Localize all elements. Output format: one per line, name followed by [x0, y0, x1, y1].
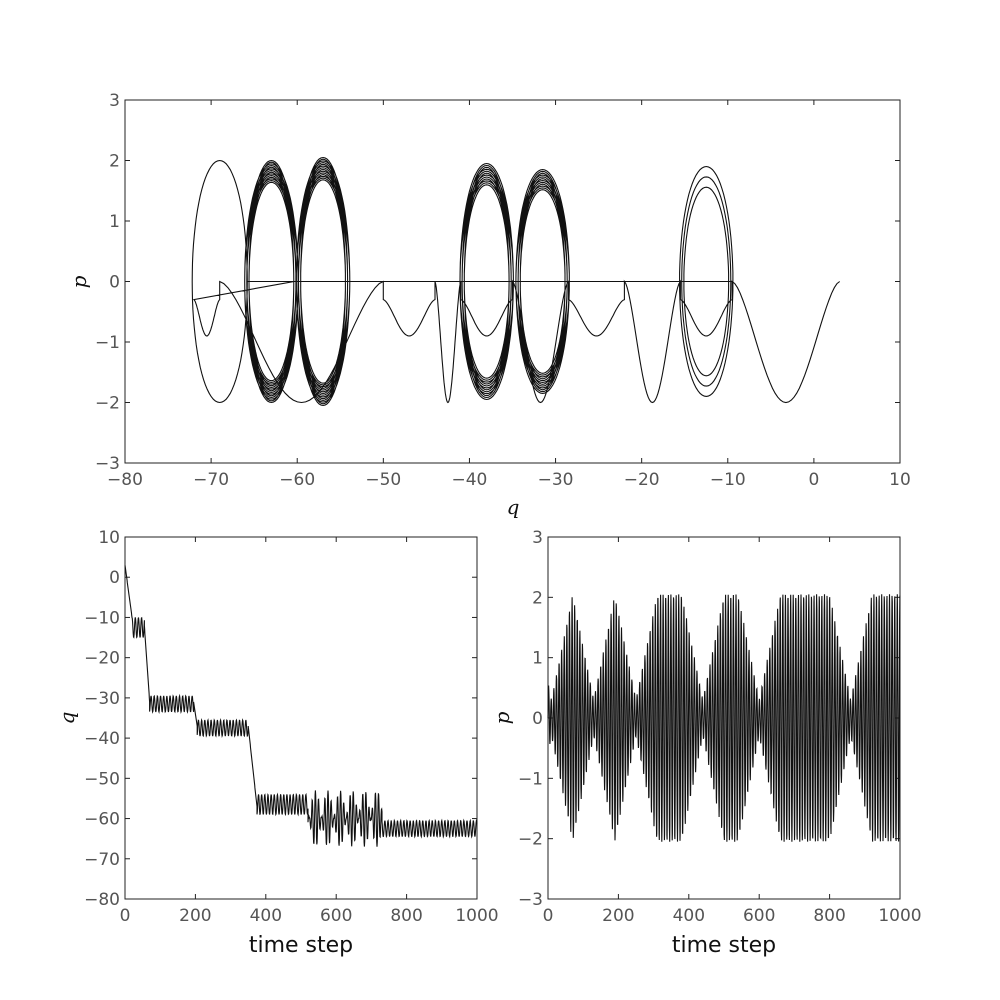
- x-tick-label: −60: [279, 470, 315, 490]
- x-tick-label: 1000: [455, 906, 498, 926]
- y-tick-label: −40: [84, 729, 120, 749]
- y-tick-label: 3: [532, 528, 543, 548]
- x-tick-label: 600: [320, 906, 352, 926]
- x-axis-label: time step: [249, 933, 353, 958]
- y-axis-label: p: [67, 275, 91, 288]
- x-ticks: 0 200 400 600 800 1000: [120, 537, 499, 926]
- y-tick-label: −20: [84, 649, 120, 669]
- y-axis-label: q: [55, 712, 79, 725]
- p-time-series-line: [547, 594, 901, 842]
- x-tick-label: 400: [673, 906, 705, 926]
- y-tick-label: −1: [95, 333, 120, 353]
- x-tick-label: 400: [250, 906, 282, 926]
- y-ticks: −3 −2 −1 0 1 2 3: [95, 91, 900, 474]
- x-tick-label: 0: [543, 906, 554, 926]
- x-tick-label: 200: [602, 906, 634, 926]
- y-tick-label: −50: [84, 769, 120, 789]
- y-tick-label: 2: [532, 588, 543, 608]
- y-tick-label: −10: [84, 608, 120, 628]
- x-axis-label: q: [507, 495, 520, 519]
- y-tick-label: −30: [84, 689, 120, 709]
- x-tick-label: −40: [451, 470, 487, 490]
- x-ticks: −80 −70 −60 −50 −40 −30 −20 −10 0 10: [107, 100, 911, 490]
- phase-trajectory-line: [191, 156, 841, 407]
- y-tick-label: −80: [84, 890, 120, 910]
- y-tick-label: −3: [518, 890, 543, 910]
- x-tick-label: −30: [538, 470, 574, 490]
- plot-frame: [124, 536, 478, 900]
- y-tick-label: −2: [95, 394, 120, 414]
- y-tick-label: 0: [109, 273, 120, 293]
- y-tick-label: 3: [109, 91, 120, 111]
- y-tick-label: −70: [84, 850, 120, 870]
- y-tick-label: 2: [109, 152, 120, 172]
- x-tick-label: −80: [107, 470, 143, 490]
- y-tick-label: −3: [95, 454, 120, 474]
- x-tick-label: 10: [889, 470, 911, 490]
- y-tick-label: −60: [84, 810, 120, 830]
- x-tick-label: 200: [179, 906, 211, 926]
- y-tick-label: 10: [98, 528, 120, 548]
- y-tick-label: 0: [109, 568, 120, 588]
- x-tick-label: 0: [808, 470, 819, 490]
- x-ticks: 0 200 400 600 800 1000: [543, 537, 922, 926]
- y-tick-label: −2: [518, 830, 543, 850]
- q-time-series-line: [124, 565, 478, 847]
- q-vs-time-plot: 0 200 400 600 800 1000 −80−70−60−50−40−30−20−…: [55, 528, 499, 958]
- x-tick-label: −70: [193, 470, 229, 490]
- x-tick-label: 800: [813, 906, 845, 926]
- y-ticks: −80 −70 −60 −50 −40 −30 −20 −10 0 10: [84, 528, 477, 910]
- p-vs-time-plot: 0 200 400 600 800 1000 −3 −2 −1 0 1 2 3 time step p: [490, 528, 922, 958]
- y-tick-label: −1: [518, 769, 543, 789]
- x-tick-label: 800: [390, 906, 422, 926]
- y-axis-label: p: [490, 711, 514, 724]
- x-tick-label: 1000: [878, 906, 921, 926]
- x-tick-label: −50: [365, 470, 401, 490]
- x-tick-label: 0: [120, 906, 131, 926]
- y-tick-label: 0: [532, 709, 543, 729]
- x-tick-label: −20: [624, 470, 660, 490]
- x-axis-label: time step: [672, 933, 776, 958]
- y-tick-label: 1: [532, 649, 543, 669]
- x-tick-label: −10: [710, 470, 746, 490]
- x-tick-label: 600: [743, 906, 775, 926]
- y-tick-label: 1: [109, 212, 120, 232]
